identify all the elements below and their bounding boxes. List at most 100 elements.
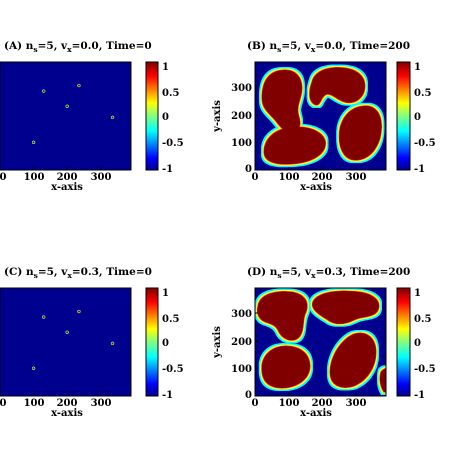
panel-d-cbar-tick-0: 0	[414, 338, 421, 349]
panel-a-xtick-200: 200	[57, 172, 78, 183]
panel-b-title: (B) ns=5, vx=0.0, Time=200	[247, 40, 410, 54]
panel-d-ylabel: y-axis	[212, 326, 223, 359]
panel-b-cbar-tick-1: 1	[414, 62, 421, 73]
panel-c-xtick-100: 100	[24, 398, 45, 409]
panel-c-xtick-300: 300	[91, 398, 112, 409]
panel-c-colorbar: 1 0.5 0 -0.5 -1	[145, 287, 184, 401]
panel-d-colorbar-gradient	[396, 287, 411, 397]
panel-b-cbar-tick-0.5: 0.5	[414, 88, 431, 99]
panel-c-frame	[0, 287, 132, 397]
panel-d-xtick-0: 0	[252, 398, 259, 409]
panel-d-xtick-100: 100	[279, 398, 300, 409]
panel-a-xtick-100: 100	[24, 172, 45, 183]
panel-b-xtick-200: 200	[312, 172, 333, 183]
panel-a-xtick-0: 0	[0, 172, 7, 183]
panel-c-xtick-0: 0	[0, 398, 7, 409]
panel-d-domain-bottom-left	[261, 346, 310, 388]
panel-a-droplet-5-core	[111, 116, 114, 119]
panel-c-heatmap	[0, 288, 131, 396]
panel-d-xtick-200: 200	[312, 398, 333, 409]
panel-a-frame	[0, 61, 132, 171]
panel-a: (A) ns=5, vx=0.0, Time=0 0 100 200 300 x…	[0, 40, 184, 193]
panel-a-title: (A) ns=5, vx=0.0, Time=0	[4, 40, 152, 54]
panel-b-ylabel: y-axis	[212, 100, 223, 133]
panel-d-title: (D) ns=5, vx=0.3, Time=200	[247, 266, 410, 280]
panel-c-xticks: 0 100 200 300	[0, 393, 111, 409]
panel-a-droplet-3-core	[66, 105, 69, 108]
panel-a-heatmap	[0, 62, 131, 170]
panel-b-domain-top	[309, 67, 366, 106]
panel-d-domain-edge-sliver	[380, 368, 386, 392]
panel-a-cbar-tick-1: 1	[162, 62, 169, 73]
panel-c-droplet-3-core	[66, 331, 69, 334]
panel-a-colorbar-gradient	[145, 61, 159, 171]
panel-c-cbar-tick-neg0.5: -0.5	[162, 364, 184, 375]
panel-a-droplet-2-core	[42, 90, 45, 93]
panel-d-colorbar: 1 0.5 0 -0.5 -1	[396, 287, 436, 401]
panel-b-cbar-tick-neg0.5: -0.5	[414, 138, 436, 149]
panel-c-xtick-200: 200	[57, 398, 78, 409]
panel-c-droplet-5-core	[111, 342, 114, 345]
panel-c-cbar-tick-1: 1	[162, 288, 169, 299]
panel-a-cbar-tick-0.5: 0.5	[162, 88, 179, 99]
panel-b-cbar-tick-neg1: -1	[414, 164, 425, 175]
panel-b-xticks: 0 100 200 300	[252, 167, 367, 183]
panel-c-xlabel: x-axis	[51, 408, 83, 419]
panel-b: (B) ns=5, vx=0.0, Time=200 0 100 200 300…	[212, 40, 436, 193]
panel-b-domain-left	[262, 70, 302, 132]
panel-d-frame	[254, 287, 387, 397]
panel-c-droplets	[31, 309, 115, 371]
panel-b-domains	[262, 67, 382, 165]
panel-d-cbar-tick-neg1: -1	[414, 390, 425, 401]
panel-d: (D) ns=5, vx=0.3, Time=200 0 100 200 300…	[212, 266, 436, 419]
panel-d-cbar-tick-neg0.5: -0.5	[414, 364, 436, 375]
panel-d-domains	[257, 290, 386, 392]
panel-c: (C) ns=5, vx=0.3, Time=0 0 100 200 300 x…	[0, 266, 184, 419]
panel-b-yticks: 0 100 200 300	[231, 83, 258, 175]
panel-d-ytick-100: 100	[231, 364, 252, 375]
panel-b-xlabel: x-axis	[300, 182, 332, 193]
panel-d-yticks: 0 100 200 300	[231, 309, 258, 401]
panel-b-colorbar-gradient	[396, 61, 411, 171]
panel-c-droplet-4-core	[77, 310, 80, 313]
panel-d-cbar-tick-1: 1	[414, 288, 421, 299]
panel-c-droplet-1-core	[32, 367, 35, 370]
panel-d-ytick-200: 200	[231, 337, 252, 348]
panel-b-frame	[254, 61, 387, 171]
panel-a-colorbar: 1 0.5 0 -0.5 -1	[145, 61, 184, 175]
panel-b-ytick-0: 0	[245, 164, 252, 175]
panel-b-ytick-200: 200	[231, 111, 252, 122]
panel-c-cbar-tick-0: 0	[162, 338, 169, 349]
panel-a-droplet-4-core	[77, 84, 80, 87]
panel-b-xtick-0: 0	[252, 172, 259, 183]
panel-a-xticks: 0 100 200 300	[0, 167, 111, 183]
panel-a-droplets	[31, 83, 115, 145]
panel-b-xtick-300: 300	[346, 172, 367, 183]
panel-b-cbar-tick-0: 0	[414, 112, 421, 123]
panel-d-domain-top-left	[257, 291, 308, 341]
panel-c-droplet-2-core	[42, 316, 45, 319]
panel-d-cbar-tick-0.5: 0.5	[414, 314, 431, 325]
panel-b-ytick-100: 100	[231, 138, 252, 149]
panel-a-droplet-1-core	[32, 141, 35, 144]
panel-a-cbar-tick-neg1: -1	[162, 164, 173, 175]
panel-d-domain-bottom-right	[330, 332, 376, 388]
panel-b-ytick-300: 300	[231, 83, 252, 94]
panel-d-xlabel: x-axis	[300, 408, 332, 419]
panel-a-xlabel: x-axis	[51, 182, 83, 193]
panel-a-cbar-tick-neg0.5: -0.5	[162, 138, 184, 149]
panel-b-domain-bottom-left	[264, 126, 326, 165]
panel-d-ytick-0: 0	[245, 390, 252, 401]
panel-b-xtick-100: 100	[279, 172, 300, 183]
panel-c-cbar-tick-0.5: 0.5	[162, 314, 179, 325]
panel-d-domain-top-right	[312, 290, 380, 324]
panel-d-ytick-300: 300	[231, 309, 252, 320]
panel-c-colorbar-gradient	[145, 287, 159, 397]
panel-a-xtick-300: 300	[91, 172, 112, 183]
panel-d-xtick-300: 300	[346, 398, 367, 409]
panel-b-domain-right	[339, 105, 382, 161]
panel-c-cbar-tick-neg1: -1	[162, 390, 173, 401]
panel-c-title: (C) ns=5, vx=0.3, Time=0	[4, 266, 152, 280]
panel-b-colorbar: 1 0.5 0 -0.5 -1	[396, 61, 436, 175]
